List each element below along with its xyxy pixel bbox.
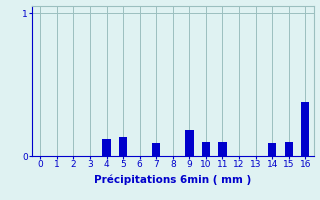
Bar [268,143,276,156]
Bar [119,137,127,156]
Bar [284,142,293,156]
Bar [202,142,210,156]
X-axis label: Précipitations 6min ( mm ): Précipitations 6min ( mm ) [94,175,252,185]
Bar [185,130,194,156]
Bar [218,142,227,156]
Bar [102,139,111,156]
Bar [301,102,309,156]
Bar [152,143,160,156]
